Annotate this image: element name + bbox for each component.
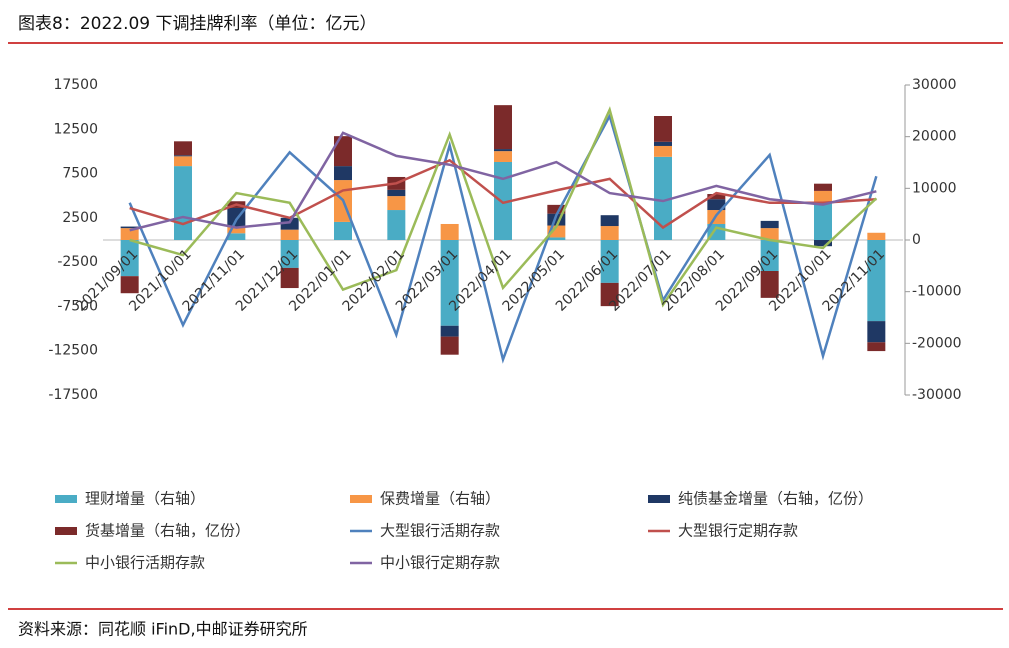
bar-segment [707, 199, 726, 211]
bar-segment [654, 145, 672, 157]
legend-swatch [648, 495, 670, 503]
bar-segment [867, 342, 886, 352]
bar-segment [707, 194, 726, 200]
bar-segment [440, 325, 459, 337]
y-tick-label: 7500 [62, 166, 98, 182]
legend-label: 理财增量（右轴） [85, 490, 205, 508]
bar-segment [174, 156, 192, 167]
bar-segment [227, 233, 246, 240]
legend-label: 中小银行活期存款 [85, 554, 205, 572]
bar-segment [760, 228, 779, 240]
bar-segment [494, 151, 512, 162]
legend-label: 中小银行定期存款 [380, 554, 500, 572]
line [129, 131, 877, 232]
line [129, 158, 877, 230]
legend-swatch [350, 495, 372, 503]
bar-segment [814, 190, 832, 203]
bar-segment [494, 105, 512, 150]
bar-segment [174, 166, 192, 240]
bar-segment [120, 240, 139, 277]
bar-segment [387, 196, 406, 211]
y-tick-label: -17500 [48, 387, 98, 403]
y2-tick-label: -20000 [912, 335, 962, 351]
bar-segment [174, 141, 192, 156]
bar-segment [867, 240, 886, 322]
y2-tick-label: 0 [912, 232, 921, 248]
chart-title: 图表8：2022.09 下调挂牌利率（单位：亿元） [18, 14, 377, 34]
y-tick-label: -2500 [57, 254, 98, 270]
bar-segment [334, 221, 352, 240]
bar-segment [494, 149, 512, 152]
bar-segment [654, 116, 672, 142]
y2-tick-label: 30000 [912, 77, 957, 93]
bar-segment [814, 240, 832, 247]
legend-label: 纯债基金增量（右轴，亿份） [678, 490, 873, 508]
bar-segment [120, 276, 139, 294]
bar-segment [494, 161, 512, 240]
bar-segment [387, 189, 406, 197]
bar-segment [334, 136, 352, 167]
bar-segment [600, 282, 619, 307]
bar-segment [334, 166, 352, 181]
y-tick-label: 12500 [53, 121, 98, 137]
bar-segment [760, 271, 779, 298]
bar-segment [120, 226, 139, 229]
bar-segment [600, 240, 619, 283]
source: 资料来源：同花顺 iFinD,中邮证券研究所 [18, 620, 308, 639]
y2-tick-label: 10000 [912, 180, 957, 196]
bar-segment [654, 156, 672, 240]
bar-segment [280, 240, 299, 268]
legend-swatch [55, 527, 77, 535]
bar-segment [174, 155, 192, 157]
legend-label: 货基增量（右轴，亿份） [85, 522, 250, 540]
legend-label: 大型银行活期存款 [380, 522, 500, 540]
line [129, 106, 878, 308]
y2-tick-label: 20000 [912, 129, 957, 145]
bar-segment [120, 228, 139, 240]
bar-segment [440, 223, 459, 240]
bar-segment [654, 141, 672, 146]
bar-segment [227, 227, 246, 234]
bar-segment [547, 213, 566, 226]
bar-segment [547, 225, 566, 238]
bar-segment [440, 240, 459, 326]
bar-segment [600, 215, 619, 227]
y2-tick-label: -10000 [912, 284, 962, 300]
y-tick-label: 17500 [53, 77, 98, 93]
bar-segment [280, 267, 299, 289]
bar-segment [280, 229, 299, 240]
legend-label: 大型银行定期存款 [678, 522, 798, 540]
legend-label: 保费增量（右轴） [380, 490, 500, 508]
bar-segment [547, 237, 566, 240]
bar-segment [760, 240, 779, 271]
bar-segment [440, 336, 459, 355]
bar-segment [387, 210, 406, 240]
bar-segment [760, 220, 779, 229]
y2-tick-label: -30000 [912, 387, 962, 403]
legend-swatch [55, 495, 77, 503]
y-tick-label: -7500 [57, 298, 98, 314]
bar-segment [547, 204, 566, 214]
y-tick-label: -12500 [48, 343, 98, 359]
bar-segment [814, 202, 832, 240]
bar-segment [600, 226, 619, 240]
bar-segment [814, 183, 832, 191]
bar-segment [867, 321, 886, 343]
bar-segment [280, 217, 299, 230]
bar-segment [867, 232, 886, 240]
y-tick-label: 2500 [62, 210, 98, 226]
